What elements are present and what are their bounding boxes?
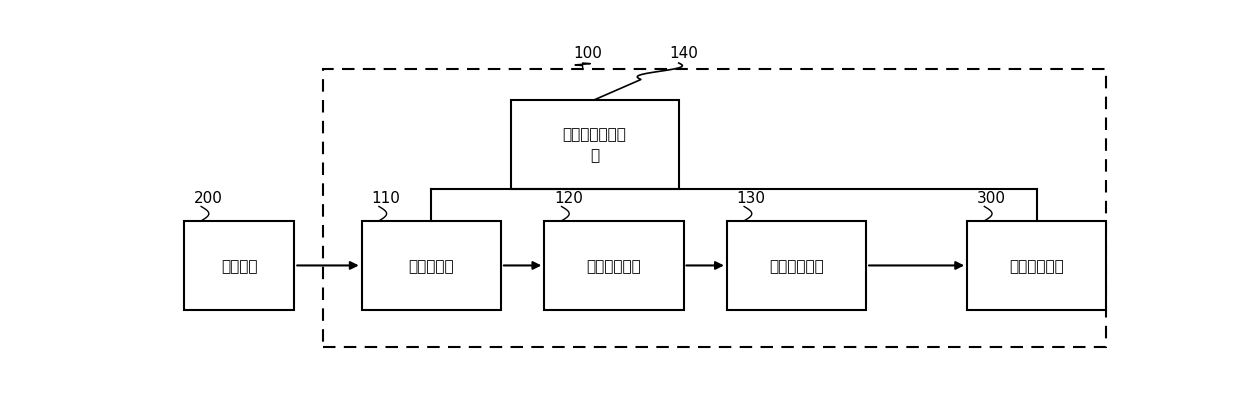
Text: 110: 110	[371, 190, 401, 205]
Bar	[511, 100, 678, 190]
Text: 100: 100	[573, 46, 601, 61]
Text: 130: 130	[737, 190, 765, 205]
Bar	[324, 70, 1106, 347]
Text: 测试控制组件: 测试控制组件	[769, 258, 823, 273]
Text: 寄存器组件: 寄存器组件	[408, 258, 454, 273]
Text: 120: 120	[554, 190, 583, 205]
Text: 140: 140	[670, 46, 698, 61]
Bar	[544, 221, 683, 310]
Text: 待测试存储器: 待测试存储器	[1009, 258, 1064, 273]
Text: 命令解析组件: 命令解析组件	[587, 258, 641, 273]
Text: 200: 200	[193, 190, 222, 205]
Text: 测试结果获取组
件: 测试结果获取组 件	[563, 127, 626, 163]
Bar	[727, 221, 866, 310]
Bar	[362, 221, 501, 310]
Text: 测试机台: 测试机台	[221, 258, 258, 273]
Text: 300: 300	[977, 190, 1006, 205]
Bar	[184, 221, 294, 310]
Bar	[967, 221, 1106, 310]
